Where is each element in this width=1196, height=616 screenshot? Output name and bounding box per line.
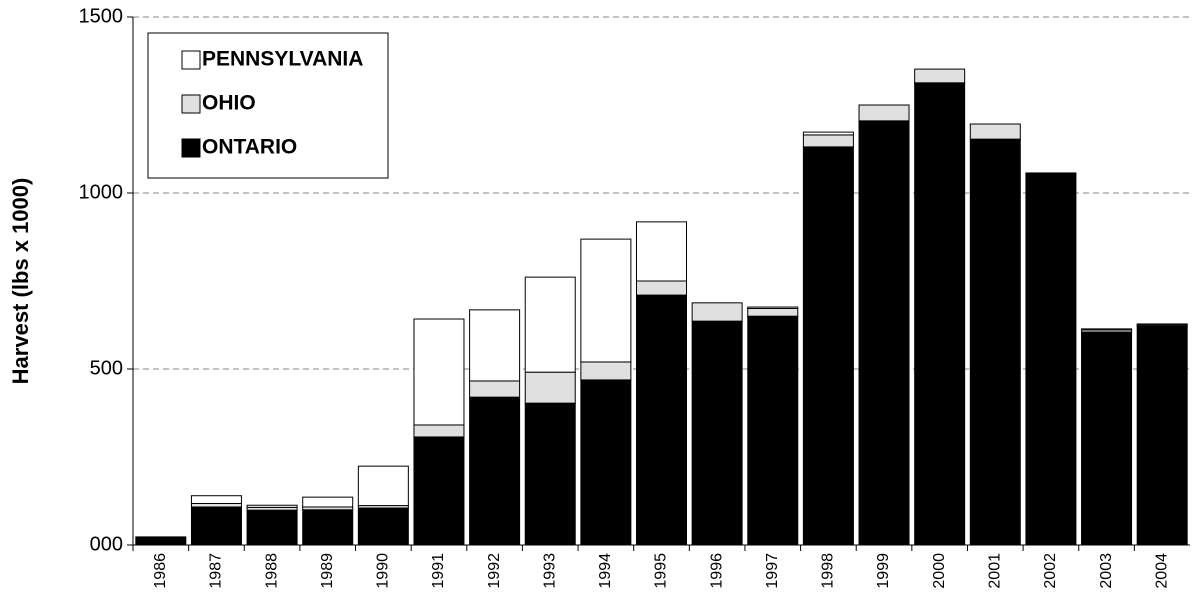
x-tick-label: 1996: [708, 553, 725, 589]
bar-segment: [1081, 328, 1133, 331]
bar-segment: [802, 146, 854, 546]
x-tick-label: 1988: [263, 553, 280, 589]
x-tick-label: 1989: [319, 553, 336, 589]
bar-segment: [969, 138, 1021, 546]
x-tick-label: 2002: [1042, 553, 1059, 589]
bar-segment: [413, 424, 465, 438]
x-tick-label: 2000: [931, 553, 948, 589]
x-tick-label: 1992: [486, 553, 503, 589]
y-tick-label: 000: [90, 533, 123, 555]
x-tick-label: 1994: [597, 553, 614, 589]
bar-segment: [469, 380, 521, 398]
bar-segment: [302, 509, 354, 546]
legend-label: OHIO: [202, 92, 256, 115]
bar-segment: [413, 318, 465, 426]
bar-segment: [357, 465, 409, 507]
x-tick-label: 1995: [653, 553, 670, 589]
bar-segment: [914, 68, 966, 84]
bar-segment: [524, 276, 576, 373]
bar-segment: [1081, 331, 1133, 546]
bar-segment: [524, 371, 576, 404]
legend-label: PENNSYLVANIA: [202, 48, 363, 71]
x-tick-label: 1999: [875, 553, 892, 589]
x-tick-label: 1998: [820, 553, 837, 589]
x-tick-label: 1986: [152, 553, 169, 589]
bar-segment: [469, 396, 521, 546]
bar-segment: [636, 294, 687, 546]
legend-swatch: [181, 50, 201, 70]
y-axis-label: Harvest (lbs x 1000): [8, 178, 33, 385]
bar-segment: [747, 306, 799, 309]
bar-segment: [636, 280, 687, 296]
bar-segment: [858, 104, 910, 122]
bar-segment: [246, 504, 298, 508]
x-tick-label: 1991: [430, 553, 447, 589]
bar-segment: [691, 302, 743, 322]
bar-segment: [691, 320, 743, 546]
bar-segment: [747, 315, 799, 546]
x-tick-label: 1990: [375, 553, 392, 589]
bar-segment: [190, 506, 242, 546]
x-tick-label: 2003: [1098, 553, 1115, 589]
legend-swatch: [181, 138, 201, 158]
bar-segment: [914, 82, 966, 546]
bar-segment: [1025, 172, 1077, 546]
x-tick-label: 1997: [764, 553, 781, 589]
x-tick-label: 1993: [541, 553, 558, 589]
bar-segment: [524, 402, 576, 546]
bar-segment: [357, 507, 409, 546]
bar-segment: [969, 123, 1021, 140]
bar-segment: [858, 120, 910, 546]
bar-segment: [747, 307, 799, 317]
bar-segment: [1136, 325, 1188, 546]
x-tick-label: 2001: [987, 553, 1004, 589]
bar-segment: [802, 134, 854, 148]
y-tick-label: 1000: [79, 181, 124, 203]
bar-segment: [190, 502, 242, 508]
bar-segment: [135, 536, 187, 546]
bar-segment: [1136, 323, 1188, 326]
x-tick-label: 1987: [208, 553, 225, 589]
legend-swatch: [181, 94, 201, 114]
x-tick-label: 2004: [1153, 553, 1170, 589]
legend-label: ONTARIO: [202, 136, 297, 159]
bar-segment: [413, 436, 465, 546]
y-tick-label: 500: [90, 357, 123, 379]
bar-segment: [190, 495, 242, 504]
bar-segment: [469, 309, 521, 382]
bar-segment: [580, 238, 632, 363]
bar-segment: [246, 509, 298, 546]
bar-segment: [302, 496, 354, 508]
y-tick-label: 1500: [79, 5, 124, 27]
bar-segment: [580, 361, 632, 381]
bar-segment: [580, 379, 632, 546]
bar-segment: [636, 221, 687, 282]
bar-segment: [802, 131, 854, 136]
